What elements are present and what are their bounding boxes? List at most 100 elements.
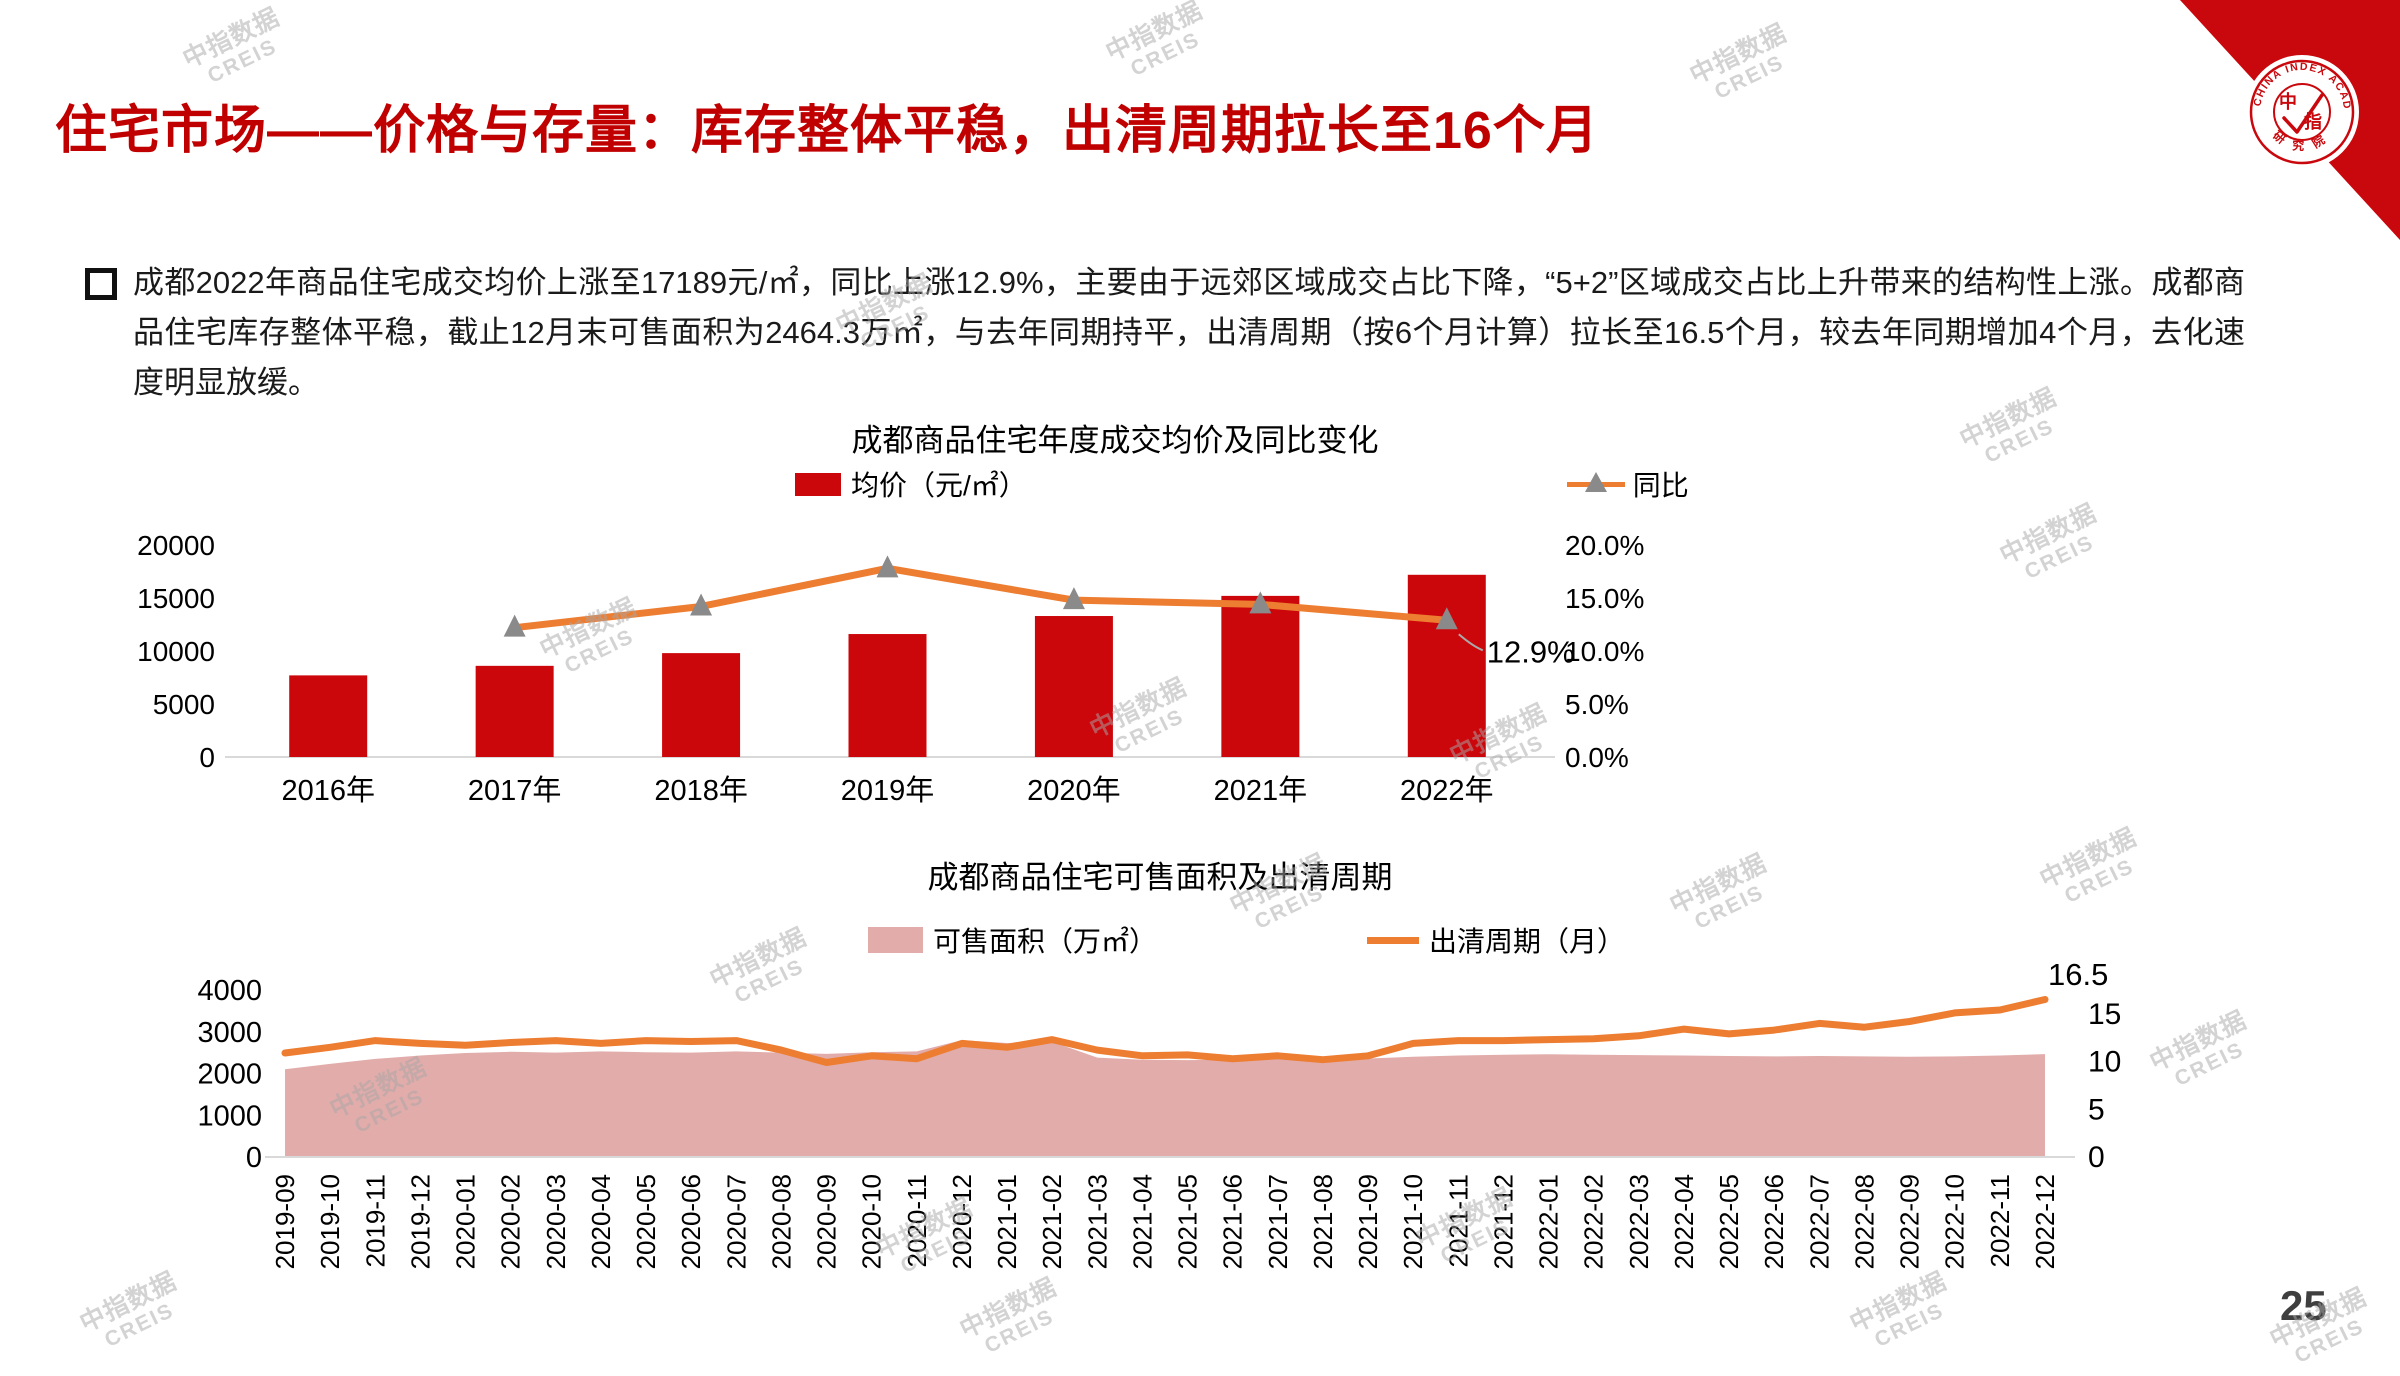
month-label: 2020-03 [541, 1174, 571, 1269]
month-label: 2021-05 [1173, 1174, 1203, 1269]
triangle-marker [1062, 587, 1085, 610]
clearance-line [281, 996, 2049, 1066]
x-axis-label: 2021年 [1214, 774, 1308, 807]
month-label: 2022-09 [1895, 1174, 1925, 1269]
month-label: 2021-08 [1308, 1174, 1338, 1269]
logo-char-zhi: 指 [2304, 111, 2322, 132]
month-label: 2021-11 [1443, 1174, 1473, 1268]
legend-area-label: 可售面积（万㎡） [933, 926, 1158, 957]
legend-line-swatch [1566, 472, 1625, 492]
month-label: 2022-11 [1985, 1174, 2015, 1268]
bar-2019年 [848, 634, 927, 757]
month-label: 2020-11 [902, 1174, 932, 1268]
month-label: 2021-03 [1082, 1174, 1112, 1269]
month-label: 2019-10 [315, 1174, 345, 1269]
logo-disc [2245, 55, 2359, 169]
bar-2021年 [1221, 595, 1300, 757]
x-axis-label: 2018年 [654, 774, 748, 807]
month-label: 2022-12 [2030, 1174, 2060, 1269]
chart2-legend: 可售面积（万㎡） 出清周期（月） [868, 920, 1625, 960]
legend-area-swatch [868, 927, 923, 953]
inventory-area [285, 1040, 2045, 1157]
summary-text: 成都2022年商品住宅成交均价上涨至17189元/㎡，同比上涨12.9%，主要由… [133, 265, 2245, 400]
month-label: 2022-08 [1849, 1174, 1879, 1269]
page-title: 住宅市场——价格与存量：库存整体平稳，出清周期拉长至16个月 [55, 102, 1599, 160]
month-label: 2021-04 [1127, 1174, 1157, 1269]
chart1-title: 成都商品住宅年度成交均价及同比变化 [851, 423, 1379, 458]
bar-2018年 [662, 653, 741, 757]
month-label: 2021-09 [1353, 1174, 1383, 1269]
x-axis-label: 2020年 [1027, 774, 1121, 807]
left-axis-tick: 10000 [137, 636, 215, 667]
month-label: 2020-02 [496, 1174, 526, 1269]
creis-watermark: 中指数据 CREIS [1665, 848, 1772, 934]
left-axis-tick: 5000 [153, 689, 215, 720]
page-number: 25 [2280, 1282, 2327, 1329]
creis-watermark: 中指数据 CREIS [178, 2, 285, 88]
right-axis-tick: 15 [2088, 998, 2121, 1031]
left-axis-tick: 2000 [197, 1059, 262, 1091]
right-axis-tick: 5.0% [1565, 689, 1629, 720]
china-index-academy-logo: CHINA INDEX ACADEMY 研 究 院 中 指 [2240, 50, 2359, 169]
legend-line-label: 同比 [1632, 470, 1689, 501]
right-axis-tick: 20.0% [1565, 530, 1644, 561]
month-label: 2022-01 [1534, 1174, 1564, 1269]
left-axis-tick: 15000 [137, 583, 215, 614]
left-axis-tick: 20000 [137, 530, 215, 561]
logo-char-zhong: 中 [2279, 91, 2297, 112]
right-axis-tick: 10 [2088, 1046, 2121, 1079]
left-axis-tick: 0 [246, 1142, 262, 1174]
left-axis-tick: 0 [199, 742, 215, 773]
month-label: 2019-12 [405, 1174, 435, 1269]
x-axis-label: 2022年 [1400, 774, 1494, 807]
month-label: 2021-02 [1037, 1174, 1067, 1269]
month-label: 2022-03 [1624, 1174, 1654, 1269]
month-label: 2020-01 [451, 1174, 481, 1269]
legend-line2-swatch [1367, 936, 1420, 944]
month-label: 2020-08 [766, 1174, 796, 1269]
month-label: 2021-06 [1218, 1174, 1248, 1269]
month-label: 2020-12 [947, 1174, 977, 1269]
bar-2022年 [1407, 574, 1486, 757]
price-yoy-combo-chart: 20000 15000 10000 5000 0 20.0% 15.0% 10.0% 5.0% 0… [137, 530, 1644, 807]
month-label: 2019-11 [360, 1174, 390, 1268]
logo-checkmark [2282, 93, 2324, 134]
month-label: 2020-04 [586, 1174, 616, 1269]
yoy-line [511, 564, 1451, 632]
triangle-marker [1435, 607, 1458, 630]
right-axis-tick: 0.0% [1565, 742, 1629, 773]
month-label: 2022-04 [1669, 1174, 1699, 1269]
inventory-clearance-combo-chart: 4000 3000 2000 1000 0 15 10 5 0 16.5 2019-09 2019-1… [197, 957, 2121, 1269]
left-axis-tick: 1000 [197, 1100, 262, 1132]
month-label: 2021-10 [1398, 1174, 1428, 1269]
triangle-marker [1249, 591, 1272, 614]
month-label: 2021-07 [1263, 1174, 1293, 1269]
month-label: 2022-06 [1759, 1174, 1789, 1269]
legend-line2-label: 出清周期（月） [1429, 926, 1626, 957]
month-label: 2020-09 [812, 1174, 842, 1269]
month-label: 2021-01 [992, 1174, 1022, 1269]
month-label: 2021-12 [1488, 1174, 1518, 1269]
chart1-legend: 均价（元/㎡） 同比 [795, 464, 1689, 504]
clearance-annotation: 16.5 [2048, 957, 2108, 992]
month-label: 2022-10 [1940, 1174, 1970, 1269]
legend-bar-label: 均价（元/㎡） [851, 470, 1027, 501]
month-label: 2019-09 [270, 1174, 300, 1269]
left-axis-tick: 4000 [197, 975, 262, 1007]
summary-paragraph: 成都2022年商品住宅成交均价上涨至17189元/㎡，同比上涨12.9%，主要由… [85, 258, 2245, 408]
right-axis-tick: 0 [2088, 1141, 2105, 1174]
square-bullet-icon [85, 268, 117, 300]
month-label: 2022-02 [1579, 1174, 1609, 1269]
bar-2017年 [475, 665, 554, 757]
month-label: 2020-06 [676, 1174, 706, 1269]
month-label: 2020-05 [631, 1174, 661, 1269]
yoy-annotation: 12.9% [1487, 634, 1575, 669]
annotation-leader [1458, 633, 1484, 652]
creis-watermark: 中指数据 CREIS [1101, 0, 1208, 81]
x-axis-label: 2017年 [468, 774, 562, 807]
bar-2020年 [1034, 616, 1113, 757]
triangle-marker [876, 555, 899, 578]
month-label: 2022-05 [1714, 1174, 1744, 1269]
left-axis-tick: 3000 [197, 1017, 262, 1049]
month-label: 2022-07 [1804, 1174, 1834, 1269]
